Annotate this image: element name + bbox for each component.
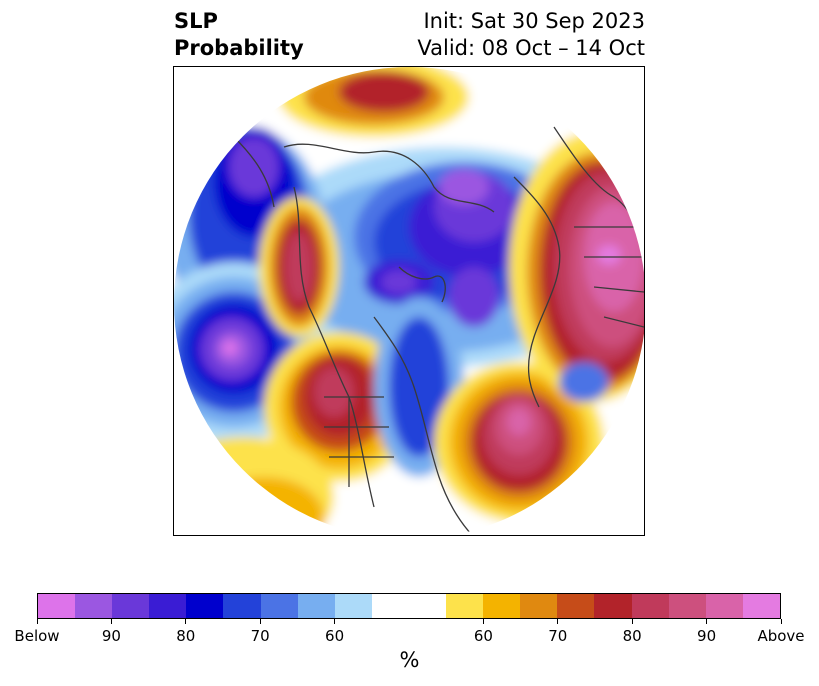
colorbar-tick-mark	[334, 619, 336, 624]
colorbar-tick-label: 60	[473, 627, 493, 645]
coastlines	[233, 126, 644, 535]
colorbar-tick-label: 70	[250, 627, 270, 645]
colorbar-swatch	[149, 594, 187, 618]
colorbar-swatch	[520, 594, 558, 618]
colorbar-swatch	[705, 594, 743, 618]
colorbar-unit: %	[399, 648, 420, 672]
title-variable: SLP	[174, 9, 218, 33]
colorbar-swatch	[38, 594, 76, 618]
valid-range: Valid: 08 Oct – 14 Oct	[417, 36, 645, 60]
colorbar-tick-label: Below	[14, 627, 60, 645]
anomaly-west-na-high	[264, 332, 414, 482]
map-panel	[173, 66, 645, 536]
colorbar-tick-label: 70	[548, 627, 568, 645]
colorbar-swatch	[408, 594, 447, 618]
colorbar-swatch	[75, 594, 113, 618]
colorbar-tick-mark	[185, 619, 187, 624]
colorbar-swatch	[446, 594, 484, 618]
anomaly-arctic-low	[354, 162, 574, 327]
colorbar-tick-label: 90	[697, 627, 717, 645]
anomaly-north-atlantic-high	[434, 362, 604, 522]
colorbar-tick-mark	[631, 619, 633, 624]
colorbar-tick-mark	[259, 619, 261, 624]
colorbar-swatch	[742, 594, 780, 618]
colorbar-tick-label: 90	[101, 627, 121, 645]
colorbar-tick-mark	[706, 619, 708, 624]
colorbar-swatch	[483, 594, 521, 618]
init-date: Init: Sat 30 Sep 2023	[423, 9, 645, 33]
colorbar-swatch	[223, 594, 261, 618]
colorbar-tick-label: 80	[176, 627, 196, 645]
title-left: SLP Probability	[174, 8, 304, 62]
colorbar-swatch	[112, 594, 150, 618]
colorbar-tick-mark	[780, 619, 782, 624]
colorbar-swatch	[594, 594, 632, 618]
colorbar-tick-mark	[110, 619, 112, 624]
colorbar-swatch	[186, 594, 224, 618]
colorbar-tick-mark	[557, 619, 559, 624]
colorbar-swatch	[668, 594, 706, 618]
colorbar-tick-label: Above	[757, 627, 805, 645]
title-right: Init: Sat 30 Sep 2023 Valid: 08 Oct – 14…	[417, 8, 645, 62]
colorbar-tick-mark	[482, 619, 484, 624]
title-product: Probability	[174, 36, 304, 60]
colorbar-ticks: Below 90 80 70 60 60 70 80 90 Above	[0, 619, 819, 649]
colorbar-tick-mark	[36, 619, 38, 624]
colorbar-swatch	[371, 594, 409, 618]
colorbar-swatch	[334, 594, 372, 618]
colorbar-swatch	[260, 594, 298, 618]
colorbar-swatch	[297, 594, 335, 618]
colorbar-swatch	[557, 594, 595, 618]
colorbar-tick-label: 80	[622, 627, 642, 645]
colorbar-swatch	[631, 594, 669, 618]
anomaly-alaska-high	[259, 197, 339, 337]
colorbar-tick-label: 60	[325, 627, 345, 645]
colorbar	[37, 593, 781, 619]
map-canvas	[174, 67, 644, 535]
